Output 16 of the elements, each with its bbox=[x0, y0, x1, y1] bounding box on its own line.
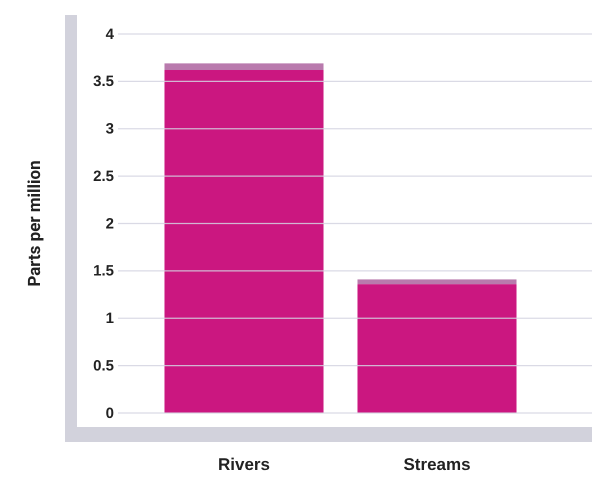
x-tick-label: Rivers bbox=[218, 455, 270, 474]
y-tick-label: 0 bbox=[106, 404, 114, 422]
bar bbox=[357, 279, 517, 284]
y-tick-label: 2.5 bbox=[93, 168, 114, 185]
y-tick-label: 3 bbox=[106, 120, 114, 138]
y-tick-label: 1.5 bbox=[93, 262, 114, 280]
y-tick-label: 4 bbox=[106, 26, 115, 43]
y-axis-title: Parts per million bbox=[25, 160, 45, 287]
bar bbox=[164, 70, 324, 413]
x-tick-label: Streams bbox=[403, 455, 471, 474]
bar bbox=[164, 63, 324, 70]
y-tick-label: 3.5 bbox=[93, 73, 114, 90]
y-tick-label: 0.5 bbox=[93, 357, 114, 374]
y-tick-label: 1 bbox=[106, 310, 114, 328]
y-tick-label: 2 bbox=[106, 215, 114, 232]
bar bbox=[357, 284, 517, 413]
